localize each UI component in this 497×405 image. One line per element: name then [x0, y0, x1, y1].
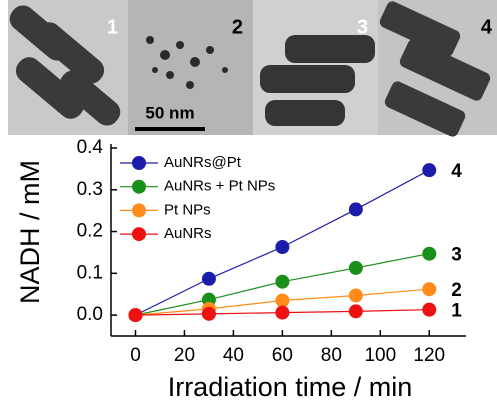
- series-end-label: 4: [451, 161, 462, 182]
- data-point: [275, 306, 289, 320]
- x-tick-label: 0: [130, 345, 141, 366]
- series-end-label: 3: [451, 245, 462, 266]
- legend-label: AuNRs + Pt NPs: [164, 178, 275, 195]
- y-axis-label: NADH / mM: [15, 160, 45, 304]
- data-point: [275, 293, 289, 307]
- legend-marker: [132, 180, 146, 194]
- y-tick-label: 0.1: [77, 262, 103, 283]
- data-point: [275, 240, 289, 254]
- data-point: [422, 163, 436, 177]
- data-point: [202, 307, 216, 321]
- legend-label: AuNRs@Pt: [164, 154, 242, 171]
- x-tick-label: 40: [223, 345, 244, 366]
- scale-bar-label: 50 nm: [145, 103, 194, 122]
- x-axis-label: Irradiation time / min: [168, 372, 413, 402]
- data-point: [349, 202, 363, 216]
- legend-label: Pt NPs: [164, 201, 211, 218]
- data-point: [349, 261, 363, 275]
- data-point: [202, 272, 216, 286]
- data-point: [275, 275, 289, 289]
- legend-marker: [132, 156, 146, 170]
- x-tick-label: 20: [174, 345, 195, 366]
- y-tick-label: 0.2: [77, 221, 103, 242]
- panel-label: 4: [481, 16, 493, 38]
- series-end-label: 2: [451, 280, 462, 301]
- series-end-label: 1: [451, 301, 462, 322]
- x-tick-label: 120: [413, 345, 445, 366]
- data-point: [422, 247, 436, 261]
- data-point: [349, 288, 363, 302]
- figure: 50 nm 1 2 3 4 NADH / mM Irradiation time…: [0, 0, 497, 405]
- y-tick-label: 0.4: [77, 137, 104, 158]
- legend-label: AuNRs: [164, 225, 212, 242]
- legend-marker: [132, 203, 146, 217]
- panel-label: 2: [232, 16, 243, 38]
- x-tick-label: 100: [364, 345, 396, 366]
- y-tick-label: 0.0: [77, 304, 103, 325]
- data-point: [349, 304, 363, 318]
- panel-label: 1: [107, 16, 118, 38]
- y-tick-label: 0.3: [77, 179, 103, 200]
- tem-images: 50 nm 1 2 3 4: [5, 0, 497, 139]
- x-tick-label: 60: [272, 345, 293, 366]
- data-point: [422, 282, 436, 296]
- scale-bar: [135, 127, 205, 131]
- panel-label: 3: [357, 16, 368, 38]
- data-point: [128, 308, 142, 322]
- x-tick-label: 80: [321, 345, 342, 366]
- data-point: [422, 303, 436, 317]
- legend-marker: [132, 227, 146, 241]
